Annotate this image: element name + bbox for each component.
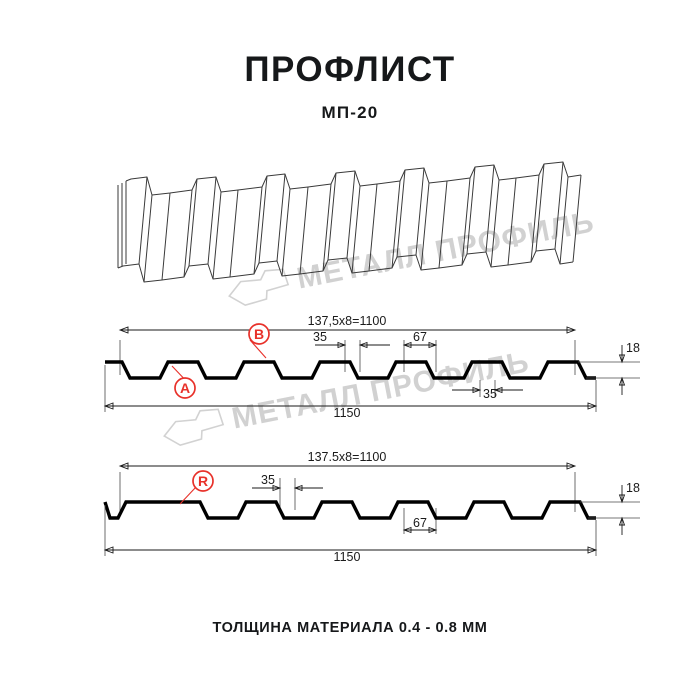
dim-pitch-bottom: 35 (261, 473, 275, 487)
profile-top-group: 137,5x8=1100 35 67 35 (103, 314, 640, 420)
dim-pitch-top: 35 (313, 330, 327, 344)
dim-overall-width-bottom: 137.5x8=1100 (308, 450, 387, 464)
dim-height-top: 18 (626, 341, 640, 355)
page-subtitle: МП-20 (321, 103, 379, 122)
dim-total-width-top: 1150 (334, 406, 361, 420)
callout-label-b: B (254, 326, 264, 342)
dim-pitch-lower-top: 35 (483, 387, 497, 401)
dim-ribtop-top: 67 (413, 330, 427, 344)
callout-label-r: R (198, 473, 208, 489)
callout-circle-b (248, 323, 270, 345)
material-thickness-note: ТОЛЩИНА МАТЕРИАЛА 0.4 - 0.8 ММ (212, 620, 488, 636)
dim-height-bottom: 18 (626, 481, 640, 495)
page-title: ПРОФЛИСТ (244, 50, 456, 89)
isometric-sheet-view (117, 161, 582, 283)
callout-circle-a (174, 377, 196, 399)
header-block: ПРОФЛИСТ МП-20 (0, 52, 700, 121)
footer-block: ТОЛЩИНА МАТЕРИАЛА 0.4 - 0.8 ММ (0, 620, 700, 636)
watermark-text: МЕТАЛЛ ПРОФИЛЬ (294, 205, 597, 295)
dim-total-width-bottom: 1150 (334, 550, 361, 564)
callout-circle-r (192, 470, 214, 492)
dim-overall-width-top: 137,5x8=1100 (308, 314, 387, 328)
dim-ribtop-bottom: 67 (413, 516, 427, 530)
profile-bottom-group: 137.5x8=1100 35 67 18 (103, 450, 640, 564)
callout-label-a: A (180, 380, 190, 396)
